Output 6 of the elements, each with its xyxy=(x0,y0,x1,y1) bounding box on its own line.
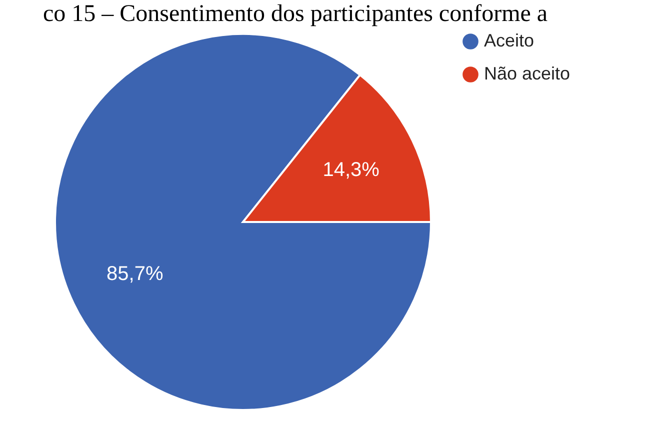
legend-label: Aceito xyxy=(484,30,534,50)
data-label: 14,3% xyxy=(322,158,380,181)
pie-slice xyxy=(54,33,432,411)
chart-title: co 15 – Consentimento dos participantes conforme a xyxy=(43,1,548,27)
data-label: 85,7% xyxy=(106,263,164,286)
legend-label: Não aceito xyxy=(484,64,570,84)
